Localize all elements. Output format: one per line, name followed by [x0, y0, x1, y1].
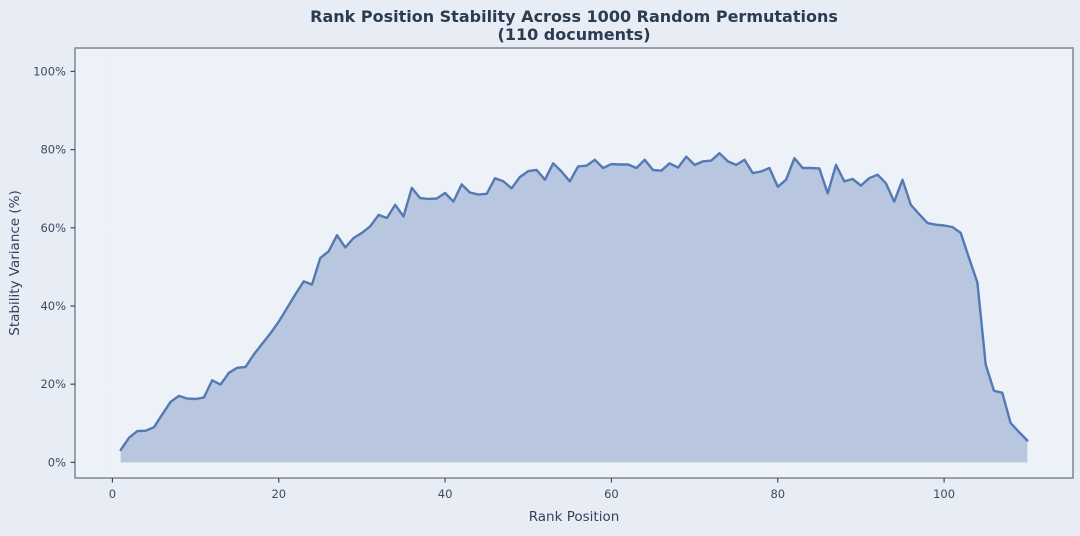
- x-tick-label: 20: [271, 487, 286, 501]
- y-tick-label: 40%: [40, 299, 66, 313]
- axis-ticks: 0 20 40 60 80 100 0% 20% 40% 60% 80% 100%: [33, 64, 955, 501]
- chart-title: Rank Position Stability Across 1000 Rand…: [310, 7, 838, 26]
- x-axis-label: Rank Position: [529, 509, 620, 525]
- y-tick-label: 100%: [33, 64, 66, 78]
- y-axis-label: Stability Variance (%): [7, 190, 23, 336]
- y-tick-label: 80%: [40, 143, 66, 157]
- x-tick-label: 0: [109, 487, 116, 501]
- y-tick-label: 60%: [40, 221, 66, 235]
- stability-line: [119, 151, 1029, 452]
- x-tick-label: 100: [933, 487, 955, 501]
- chart-subtitle: (110 documents): [498, 25, 651, 44]
- y-tick-label: 0%: [48, 455, 66, 469]
- x-tick-label: 60: [604, 487, 619, 501]
- plot-border: [74, 47, 1074, 479]
- area-fill: [120, 153, 1028, 463]
- x-tick-label: 40: [438, 487, 453, 501]
- y-tick-label: 20%: [40, 377, 66, 391]
- x-tick-label: 80: [770, 487, 785, 501]
- area-series: [119, 151, 1029, 463]
